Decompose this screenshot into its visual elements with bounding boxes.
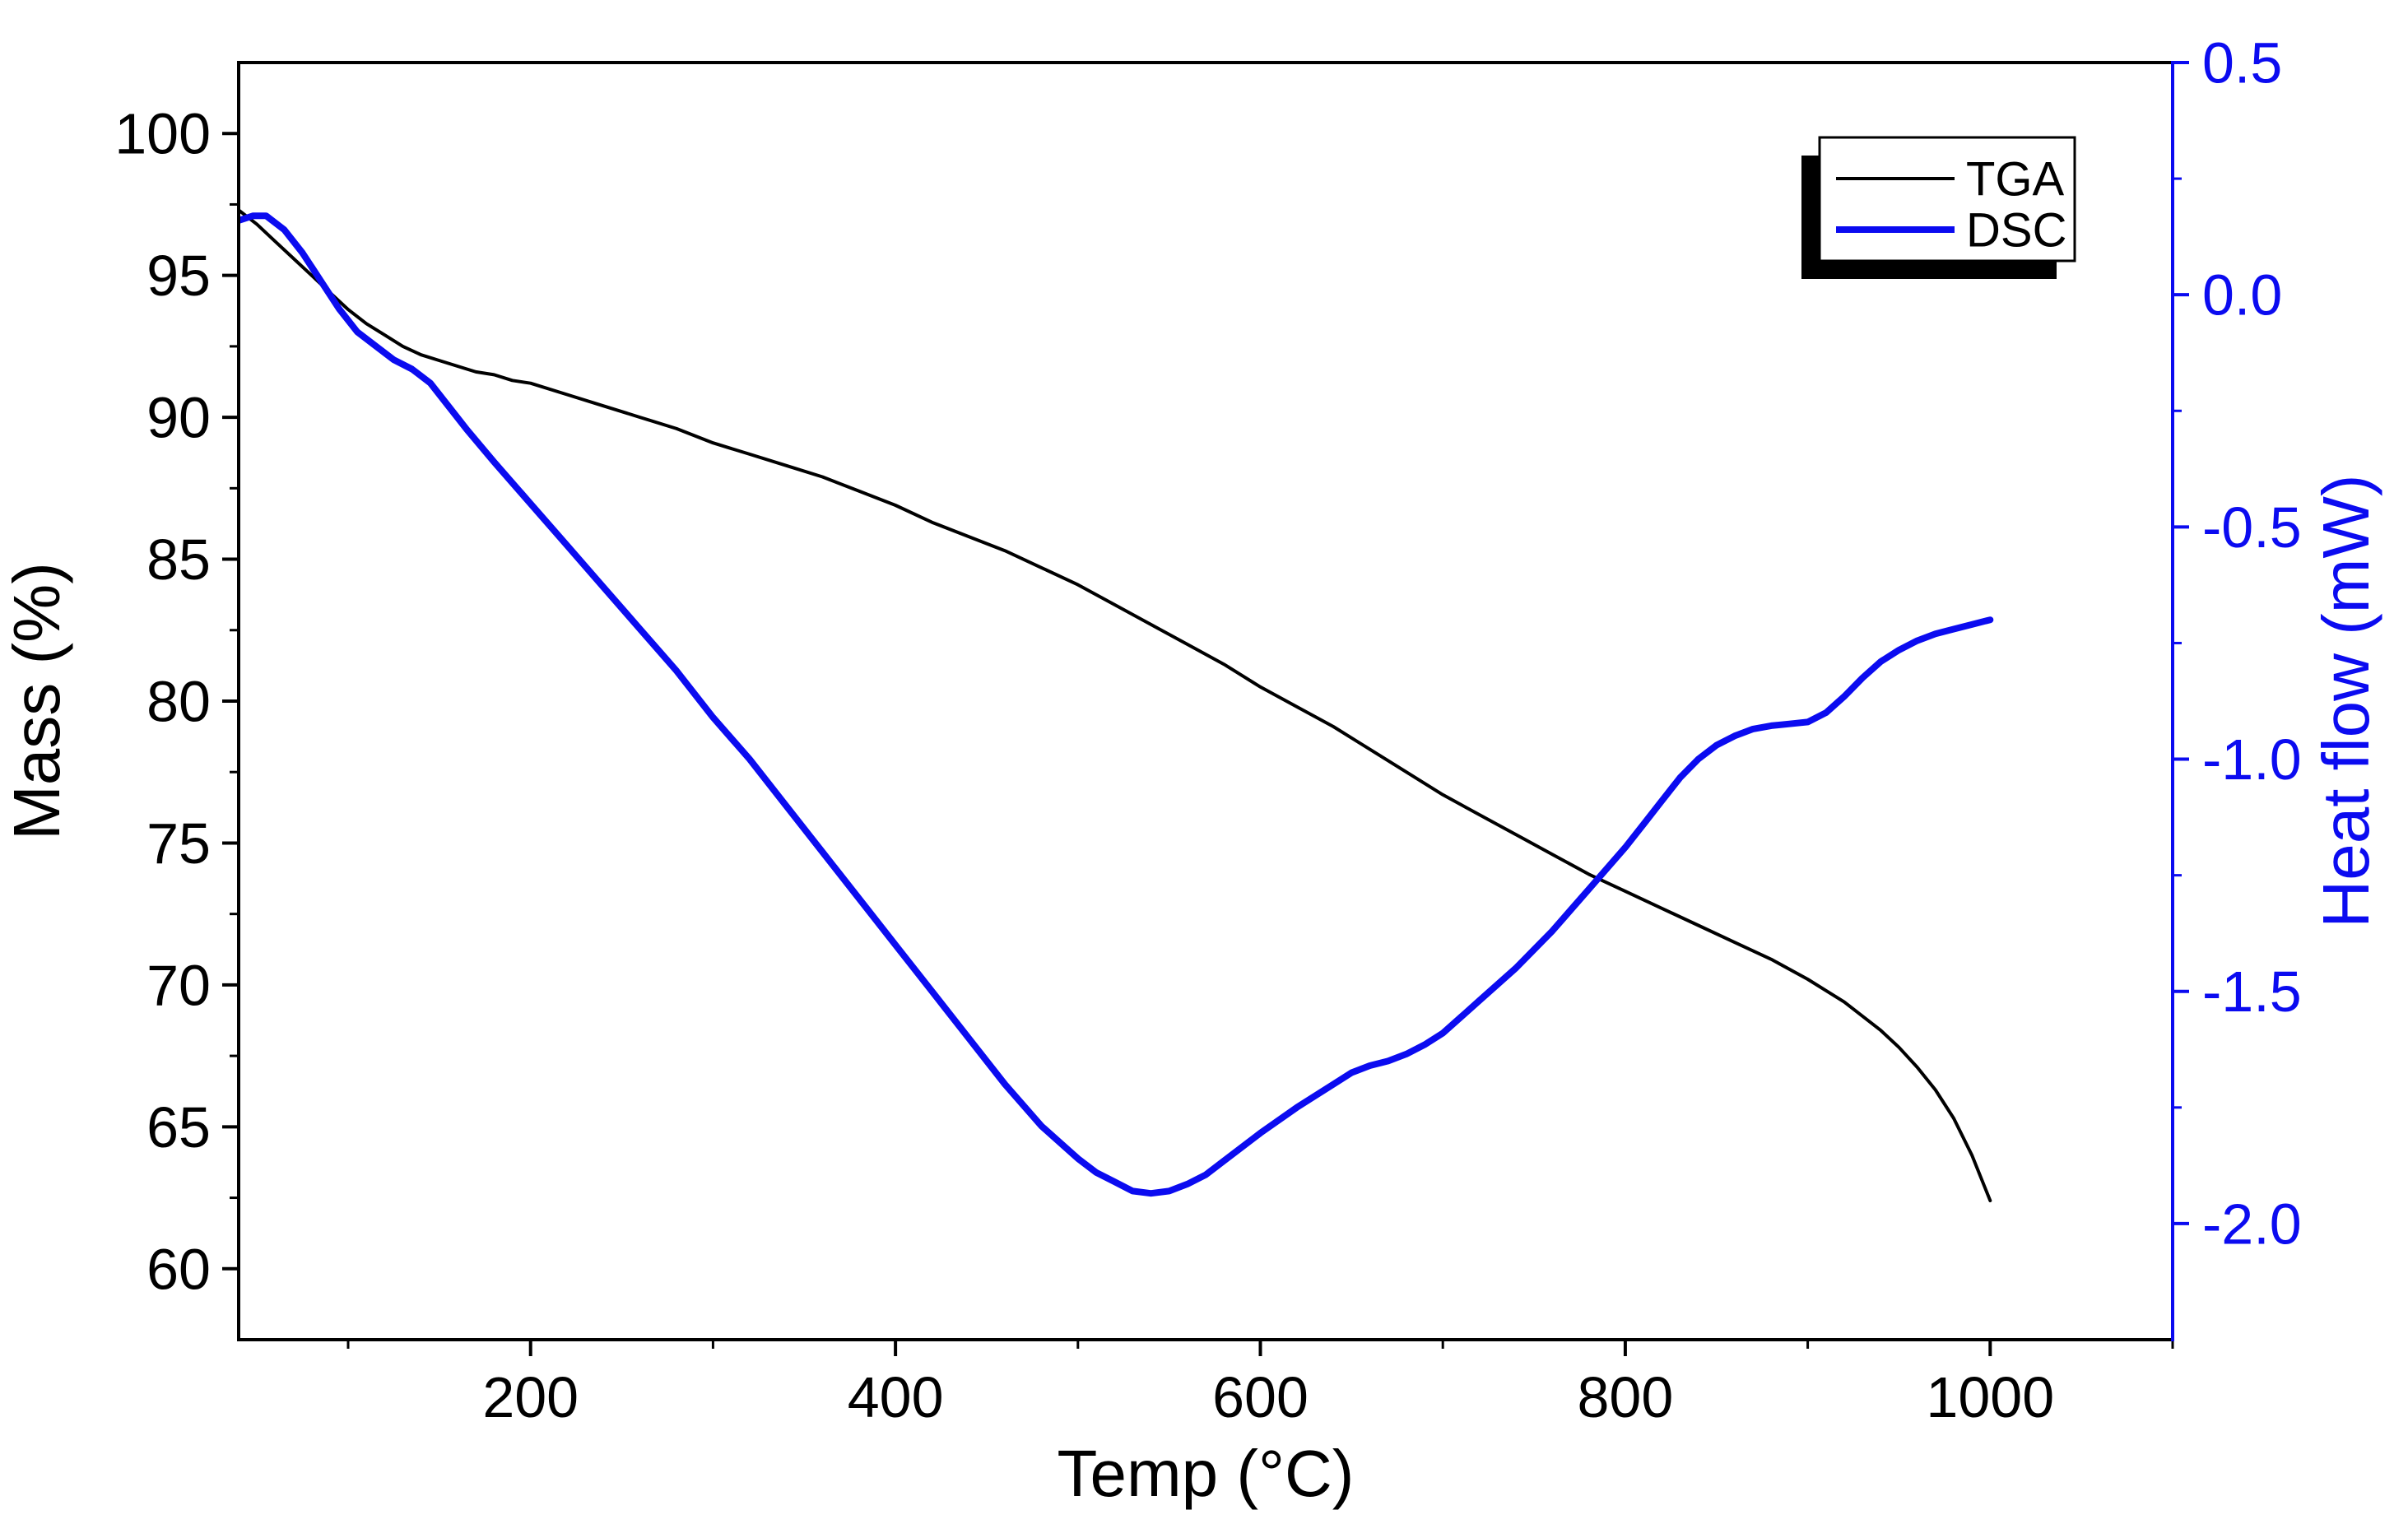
left-axis-title: Mass (%)	[0, 562, 73, 840]
legend-box	[1818, 136, 2076, 263]
chart-curves	[239, 208, 1994, 1202]
y-right-tick-label: -1.5	[2202, 960, 2302, 1024]
series-tga-curve	[239, 208, 1992, 1202]
y-left-tick-label: 95	[146, 244, 211, 308]
y-left-tick-label: 100	[114, 102, 211, 166]
y-left-tick-label: 70	[146, 953, 211, 1017]
x-tick-label: 400	[848, 1365, 944, 1429]
y-left-tick-label: 85	[146, 527, 211, 592]
legend-tga-label: TGA	[1966, 152, 2065, 206]
x-axis-title: Temp (°C)	[1058, 1437, 1355, 1510]
y-left-tick-label: 90	[146, 386, 211, 450]
y-right-tick-label: -2.0	[2202, 1192, 2302, 1256]
x-tick-label: 200	[482, 1365, 579, 1429]
y-right-tick-label: -1.0	[2202, 727, 2302, 792]
y-right-tick-label: 0.5	[2202, 31, 2282, 95]
legend-dsc-label: DSC	[1966, 203, 2066, 257]
legend: TGA DSC	[1801, 136, 2076, 279]
axis-ticks: 200 400 600 800 1000 100 95 90 85 80 75 70 65 60 0.5 0.…	[114, 31, 2301, 1430]
plot-frame	[237, 61, 2174, 1341]
y-right-tick-label: -0.5	[2202, 495, 2302, 560]
x-tick-label: 800	[1578, 1365, 1674, 1429]
x-tick-label: 600	[1212, 1365, 1309, 1429]
y-left-tick-label: 80	[146, 670, 211, 734]
x-tick-label: 1000	[1926, 1365, 2054, 1429]
series-dsc-curve	[239, 212, 1994, 1197]
right-axis-title: Heat flow (mW)	[2309, 474, 2382, 927]
y-right-tick-label: 0.0	[2202, 263, 2282, 328]
y-left-tick-label: 60	[146, 1237, 211, 1301]
y-left-tick-label: 75	[146, 811, 211, 876]
y-left-tick-label: 65	[146, 1095, 211, 1159]
